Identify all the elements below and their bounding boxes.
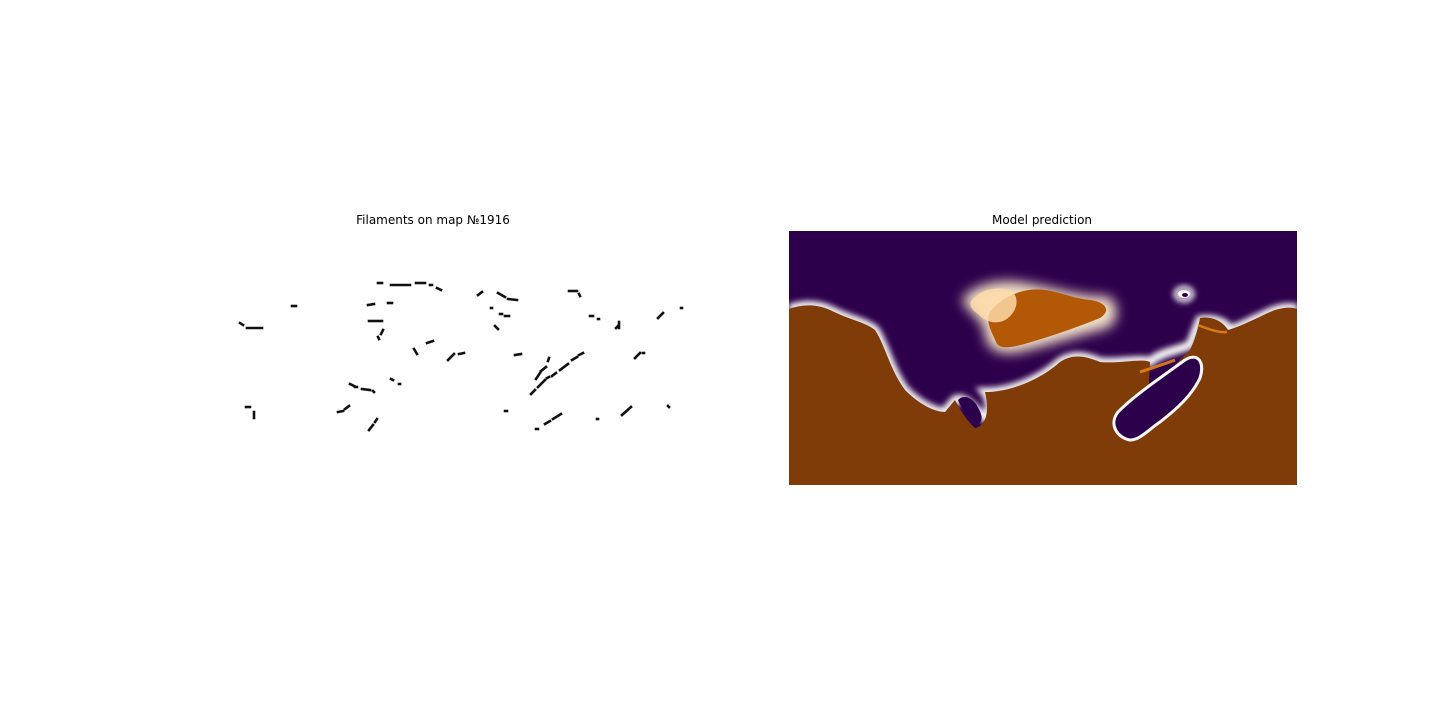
filament-segment bbox=[633, 351, 642, 360]
prediction-streak-2 bbox=[1197, 323, 1228, 334]
filament-segment bbox=[529, 388, 537, 396]
filament-segment bbox=[348, 382, 356, 388]
filament-segment bbox=[371, 389, 376, 394]
filament-segment bbox=[476, 290, 484, 297]
filament-segment bbox=[577, 351, 585, 357]
filament-segment bbox=[412, 347, 419, 356]
left-panel-title: Filaments on map №1916 bbox=[356, 213, 510, 227]
filament-segment bbox=[373, 417, 379, 424]
prediction-upper-light bbox=[970, 288, 1017, 323]
filament-segment bbox=[367, 423, 375, 432]
filament-segment bbox=[238, 321, 245, 327]
filament-segment bbox=[446, 352, 456, 362]
prediction-pocket-left bbox=[958, 396, 982, 424]
filament-segment bbox=[536, 378, 547, 389]
filament-segment bbox=[376, 335, 381, 341]
filament-segment bbox=[614, 324, 620, 330]
prediction-blob bbox=[1112, 355, 1204, 442]
prediction-streak bbox=[1139, 358, 1176, 374]
prediction-map bbox=[789, 231, 1297, 485]
filament-segment bbox=[379, 328, 385, 336]
filament-segment bbox=[539, 365, 548, 373]
filament-segment bbox=[506, 297, 519, 302]
filament-segment bbox=[493, 324, 500, 331]
filament-segment bbox=[336, 409, 345, 414]
prediction-upper-core bbox=[988, 289, 1107, 348]
filament-segment bbox=[496, 291, 507, 299]
filament-segment bbox=[550, 371, 558, 378]
filament-segment bbox=[343, 404, 351, 411]
filament-segment bbox=[546, 356, 551, 363]
spot-halo bbox=[1173, 285, 1195, 303]
filament-segment bbox=[425, 339, 435, 345]
right-panel-title: Model prediction bbox=[991, 213, 1093, 227]
filament-segment bbox=[545, 375, 551, 380]
filament-segment bbox=[457, 351, 466, 356]
filament-segment bbox=[577, 292, 582, 298]
filament-segment bbox=[656, 311, 665, 320]
filament-segment bbox=[513, 352, 523, 357]
filament-segment bbox=[435, 286, 443, 292]
filament-segment bbox=[570, 355, 579, 362]
prediction-low-region bbox=[789, 305, 1297, 485]
filament-segment bbox=[543, 419, 552, 426]
filament-segment bbox=[366, 302, 376, 307]
filament-segment bbox=[551, 412, 563, 421]
filament-segment bbox=[558, 362, 570, 372]
prediction-spot-core bbox=[1182, 293, 1188, 297]
filament-map bbox=[238, 281, 684, 432]
filament-segment bbox=[534, 371, 542, 381]
filament-segment bbox=[389, 377, 395, 382]
filament-segment bbox=[360, 387, 372, 392]
filament-segment bbox=[620, 405, 633, 417]
filament-segment bbox=[666, 404, 671, 409]
